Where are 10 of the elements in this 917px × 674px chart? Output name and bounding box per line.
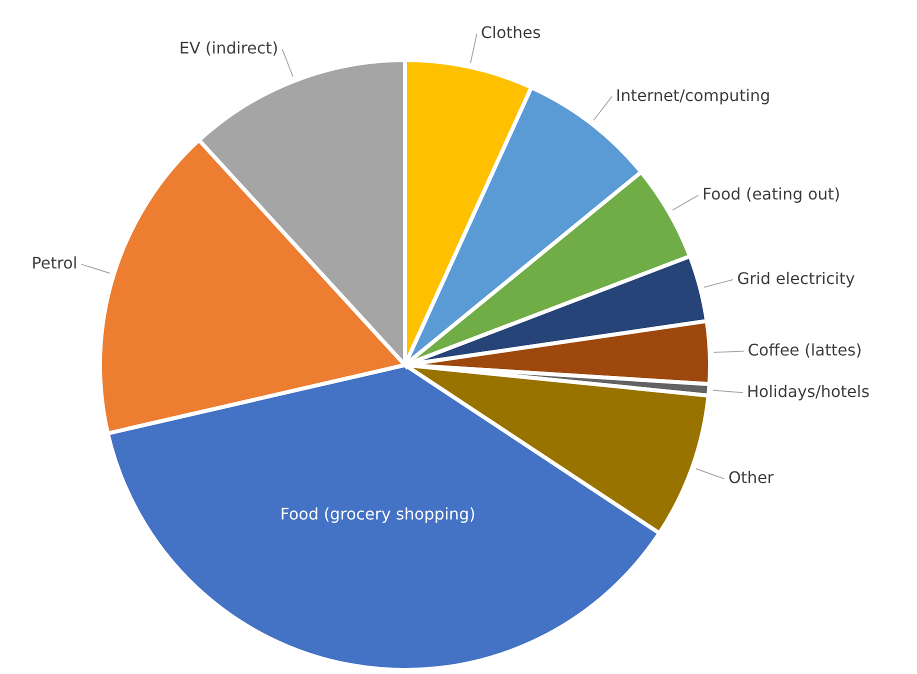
slice-label: Food (eating out) bbox=[702, 184, 840, 204]
slice-label: Coffee (lattes) bbox=[748, 340, 862, 360]
slice-label: Food (grocery shopping) bbox=[280, 504, 476, 524]
slice-label: Grid electricity bbox=[737, 269, 855, 288]
slice-label: Internet/computing bbox=[616, 86, 770, 105]
slice-label: Other bbox=[728, 468, 774, 488]
slice-label: EV (indirect) bbox=[179, 38, 278, 58]
slice-label: Clothes bbox=[480, 23, 541, 42]
slice-label: Petrol bbox=[32, 254, 78, 273]
slice-label: Holidays/hotels bbox=[746, 382, 870, 402]
